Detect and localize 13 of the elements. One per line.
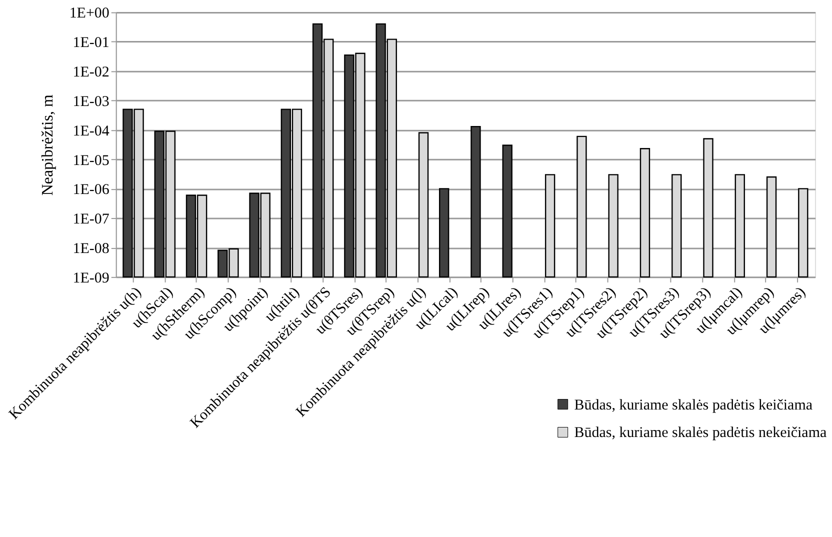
legend-label: Būdas, kuriame skalės padėtis nekeičiama [574,425,827,442]
y-axis-title: Neapibrėžtis, m [39,94,56,196]
y-tick-label: 1E-03 [72,94,110,110]
y-tick-label: 1E-01 [72,35,110,52]
y-tick-label: 1E-07 [72,212,110,228]
y-tick-label: 1E-08 [72,241,110,258]
y-tick-label: 1E-09 [72,270,110,286]
y-tick-label: 1E+00 [69,6,110,22]
y-tick-label: 1E-04 [72,123,110,140]
y-tick-label: 1E-02 [72,64,110,81]
y-tick-label: 1E-05 [72,152,110,169]
legend-label: Būdas, kuriame skalės padėtis keičiama [574,397,813,414]
y-tick-label: 1E-06 [72,182,110,198]
